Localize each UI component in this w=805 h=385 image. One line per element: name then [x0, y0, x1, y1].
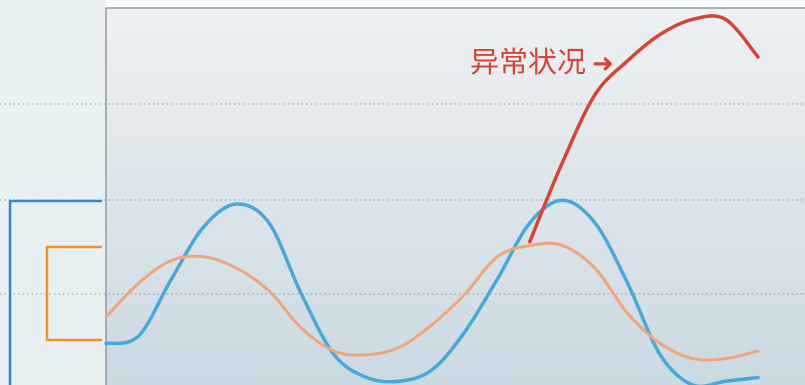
anomaly-annotation-label: 异常状况 — [470, 45, 586, 79]
anomaly-arrow-icon: ➜ — [592, 49, 614, 79]
series-layer — [104, 14, 760, 385]
orange-wave-line — [104, 241, 760, 362]
left-panel — [0, 0, 106, 385]
plot-background — [106, 8, 805, 385]
gridlines — [0, 103, 805, 295]
blue-wave-line — [104, 198, 760, 385]
blue-range-bracket — [8, 199, 102, 385]
red-anomaly-line — [528, 14, 760, 244]
orange-range-bracket — [45, 245, 102, 342]
